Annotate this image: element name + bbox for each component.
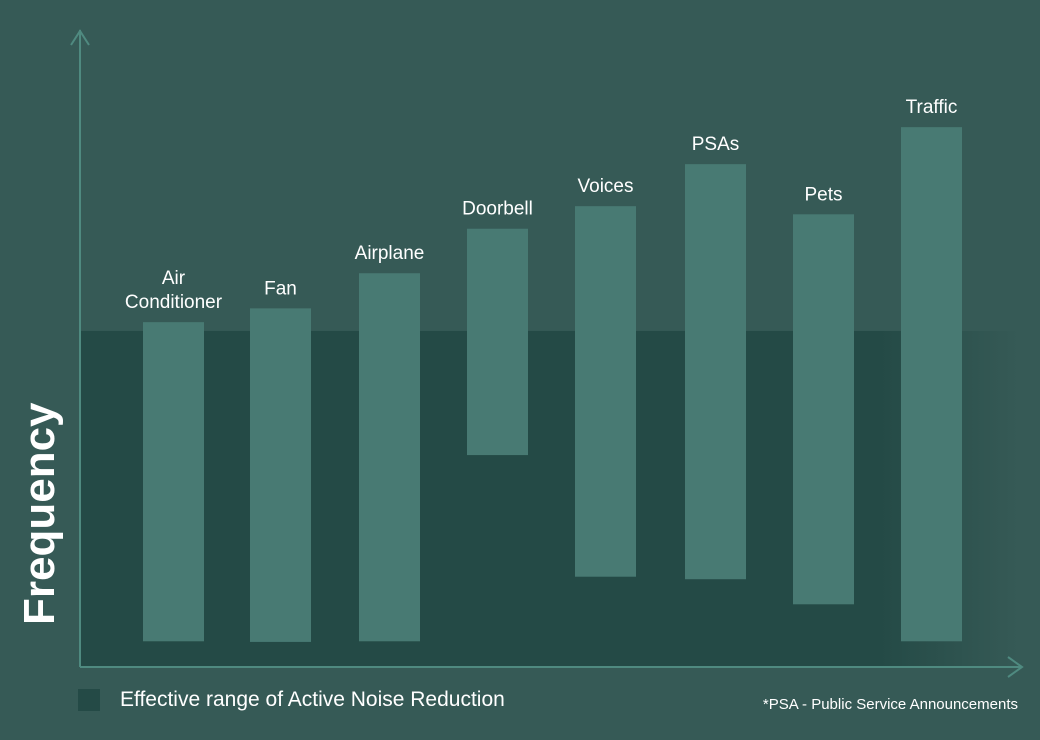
- bar-label: Air: [162, 268, 186, 289]
- anr-region: [80, 330, 1020, 667]
- bar-traffic: [901, 127, 962, 642]
- legend-swatch: [78, 689, 100, 711]
- bar-label: Fan: [264, 278, 297, 299]
- bar-pets: [793, 214, 854, 605]
- x-axis-arrow: [1007, 656, 1024, 678]
- bar-voices: [575, 206, 636, 577]
- bar-air-conditioner: [143, 322, 204, 642]
- bar-psas: [685, 164, 746, 580]
- bar-fan: [250, 308, 311, 642]
- legend-label: Effective range of Active Noise Reductio…: [120, 688, 505, 711]
- bar-label: Voices: [578, 176, 634, 197]
- bar-airplane: [359, 273, 420, 642]
- bar-label: Airplane: [355, 243, 425, 264]
- y-axis-label: Frequency: [15, 402, 64, 625]
- bar-doorbell: [467, 228, 528, 456]
- bar-label: Conditioner: [125, 292, 223, 313]
- bar-label: Traffic: [906, 97, 958, 118]
- y-axis-arrow: [70, 29, 90, 46]
- bar-label: PSAs: [692, 134, 740, 155]
- footnote: *PSA - Public Service Announcements: [762, 696, 1018, 713]
- bar-label: Pets: [804, 184, 842, 205]
- legend: Effective range of Active Noise Reductio…: [78, 688, 505, 712]
- bar-label: Doorbell: [462, 199, 533, 220]
